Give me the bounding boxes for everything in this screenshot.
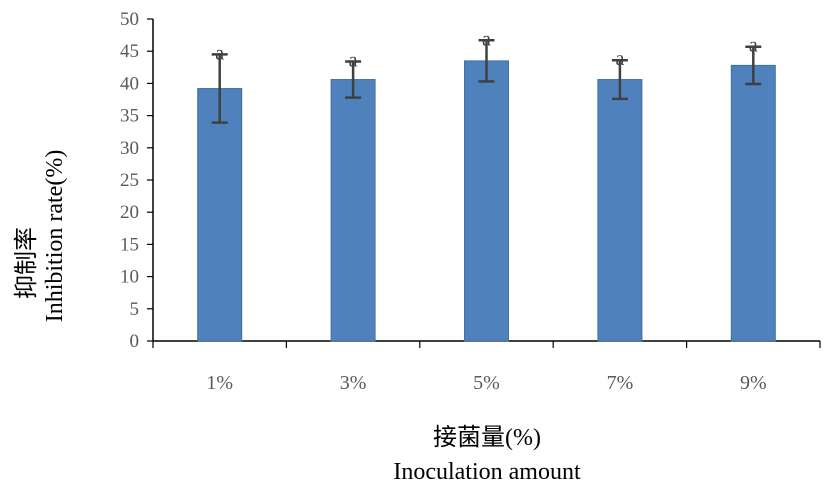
error-bars [211,39,762,124]
y-tick-label: 40 [120,73,139,94]
x-tick-label: 9% [740,372,767,394]
y-tick-label: 15 [120,234,139,255]
y-tick-label: 25 [120,170,139,191]
bar [197,88,243,342]
bar [597,79,643,342]
y-axis-title-en: Inhibition rate(%) [42,150,68,323]
x-axis: 1% 3% 5% 7% 9% [152,340,821,394]
bar [464,60,509,342]
x-axis-title-en: Inoculation amount [393,459,581,485]
x-tick-label: 1% [206,372,233,394]
significance-letter: a [615,48,624,70]
y-axis: 0 5 10 15 20 25 30 35 40 45 50 [120,9,154,352]
y-tick-label: 20 [120,202,139,223]
bars [197,60,776,342]
bar [730,64,776,342]
x-axis-title-zh: 接菌量(%) [433,424,541,451]
x-tick-label: 7% [607,372,634,394]
significance-letters: a a a a a [215,28,758,71]
significance-letter: a [482,28,491,50]
bar [330,79,376,342]
significance-letter: a [749,35,758,57]
x-tick-label: 3% [340,372,367,394]
y-tick-label: 50 [120,9,139,30]
significance-letter: a [215,42,224,64]
significance-letter: a [349,50,358,72]
y-tick-label: 5 [130,299,140,320]
y-tick-label: 35 [120,106,139,127]
y-tick-label: 10 [120,267,139,288]
y-tick-label: 45 [120,41,139,62]
y-tick-label: 0 [130,331,140,352]
x-tick-label: 5% [473,372,500,394]
y-axis-title-zh: 抑制率 [13,227,40,299]
y-tick-label: 30 [120,138,139,159]
